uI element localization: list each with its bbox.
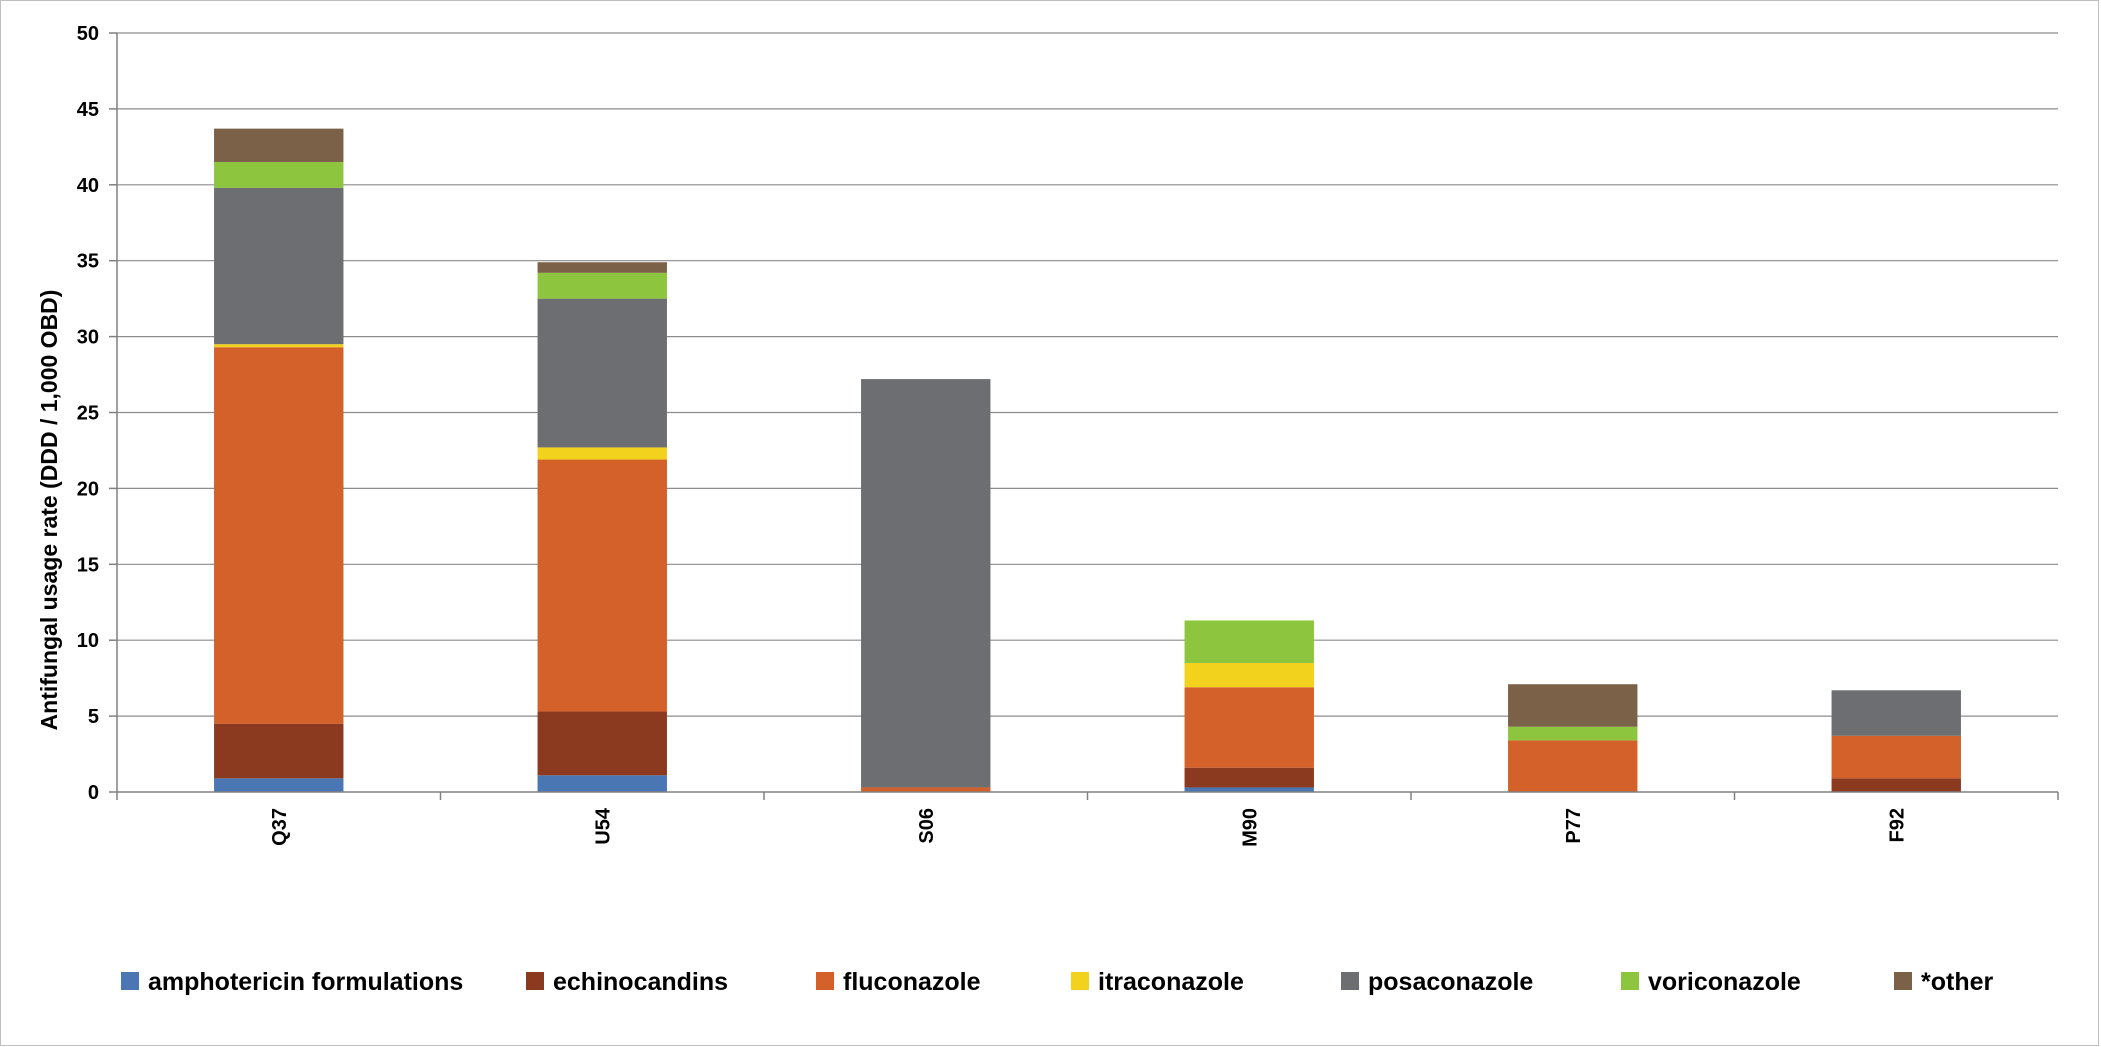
- gridlines: [117, 32, 2058, 717]
- legend-label: voriconazole: [1648, 968, 1801, 996]
- x-tick-label: F92: [1886, 808, 1908, 842]
- bar-segment: [1831, 690, 1961, 736]
- legend-swatch: [121, 972, 139, 990]
- x-tick-label: Q37: [269, 808, 291, 846]
- x-tick-label: P77: [1563, 808, 1585, 844]
- legend-label: posaconazole: [1368, 968, 1533, 996]
- bar-segment: [1184, 687, 1314, 768]
- y-tick-labels: 0 5 10 15 20 25 30 35 40 45 50: [77, 23, 99, 804]
- bar-segment: [1831, 735, 1961, 779]
- legend-label: itraconazole: [1098, 968, 1244, 996]
- legend-label: *other: [1921, 968, 1994, 996]
- y-tick-label: 20: [77, 478, 99, 500]
- x-tick-label: M90: [1239, 808, 1261, 847]
- bar-segment: [861, 787, 991, 792]
- bar-segment: [1184, 767, 1314, 788]
- y-tick-label: 25: [77, 403, 99, 425]
- legend-label: fluconazole: [843, 968, 981, 996]
- bar-segment: [214, 128, 344, 163]
- bar-segment: [861, 379, 991, 788]
- bar-segment: [1508, 740, 1638, 792]
- legend-swatch: [1071, 972, 1089, 990]
- bar-segment: [214, 347, 344, 724]
- bar-segment: [537, 447, 667, 460]
- bar-segment: [1831, 778, 1961, 792]
- bars: [214, 128, 1961, 792]
- legend-swatch: [526, 972, 544, 990]
- y-tick-label: 50: [77, 23, 99, 45]
- bar-segment: [537, 262, 667, 273]
- y-tick-label: 15: [77, 554, 99, 576]
- bar-segment: [1184, 620, 1314, 663]
- bar-segment: [214, 778, 344, 792]
- legend-label: echinocandins: [553, 968, 728, 996]
- bar-segment: [537, 272, 667, 299]
- bar-segment: [1184, 787, 1314, 792]
- legend-swatch: [1341, 972, 1359, 990]
- bar-segment: [1184, 662, 1314, 688]
- y-tick-label: 0: [88, 782, 99, 804]
- bar-segment: [537, 775, 667, 792]
- y-tick-label: 40: [77, 175, 99, 197]
- bar-segment: [537, 298, 667, 448]
- y-tick-label: 45: [77, 99, 99, 121]
- y-tick-label: 30: [77, 327, 99, 349]
- x-tick-labels: Q37 U54 S06 M90 P77 F92: [269, 807, 1909, 847]
- bar-segment: [1508, 726, 1638, 741]
- y-axis-title: Antifungal usage rate (DDD / 1,000 OBD): [36, 290, 62, 731]
- bar-segment: [214, 187, 344, 345]
- legend-swatch: [1621, 972, 1639, 990]
- x-tick-label: U54: [592, 807, 614, 845]
- bar-segment: [1508, 684, 1638, 727]
- y-tick-label: 35: [77, 251, 99, 273]
- bar-segment: [537, 711, 667, 776]
- y-tick-label: 10: [77, 630, 99, 652]
- x-tick-label: S06: [916, 808, 938, 844]
- legend: amphotericin formulations echinocandins fl…: [121, 968, 1994, 996]
- legend-label: amphotericin formulations: [148, 968, 463, 996]
- bar-segment: [214, 723, 344, 779]
- axes: [109, 32, 2059, 800]
- legend-swatch: [1894, 972, 1912, 990]
- bar-segment: [214, 344, 344, 348]
- legend-swatch: [816, 972, 834, 990]
- y-tick-label: 5: [88, 706, 99, 728]
- bar-segment: [214, 162, 344, 188]
- bar-segment: [537, 459, 667, 712]
